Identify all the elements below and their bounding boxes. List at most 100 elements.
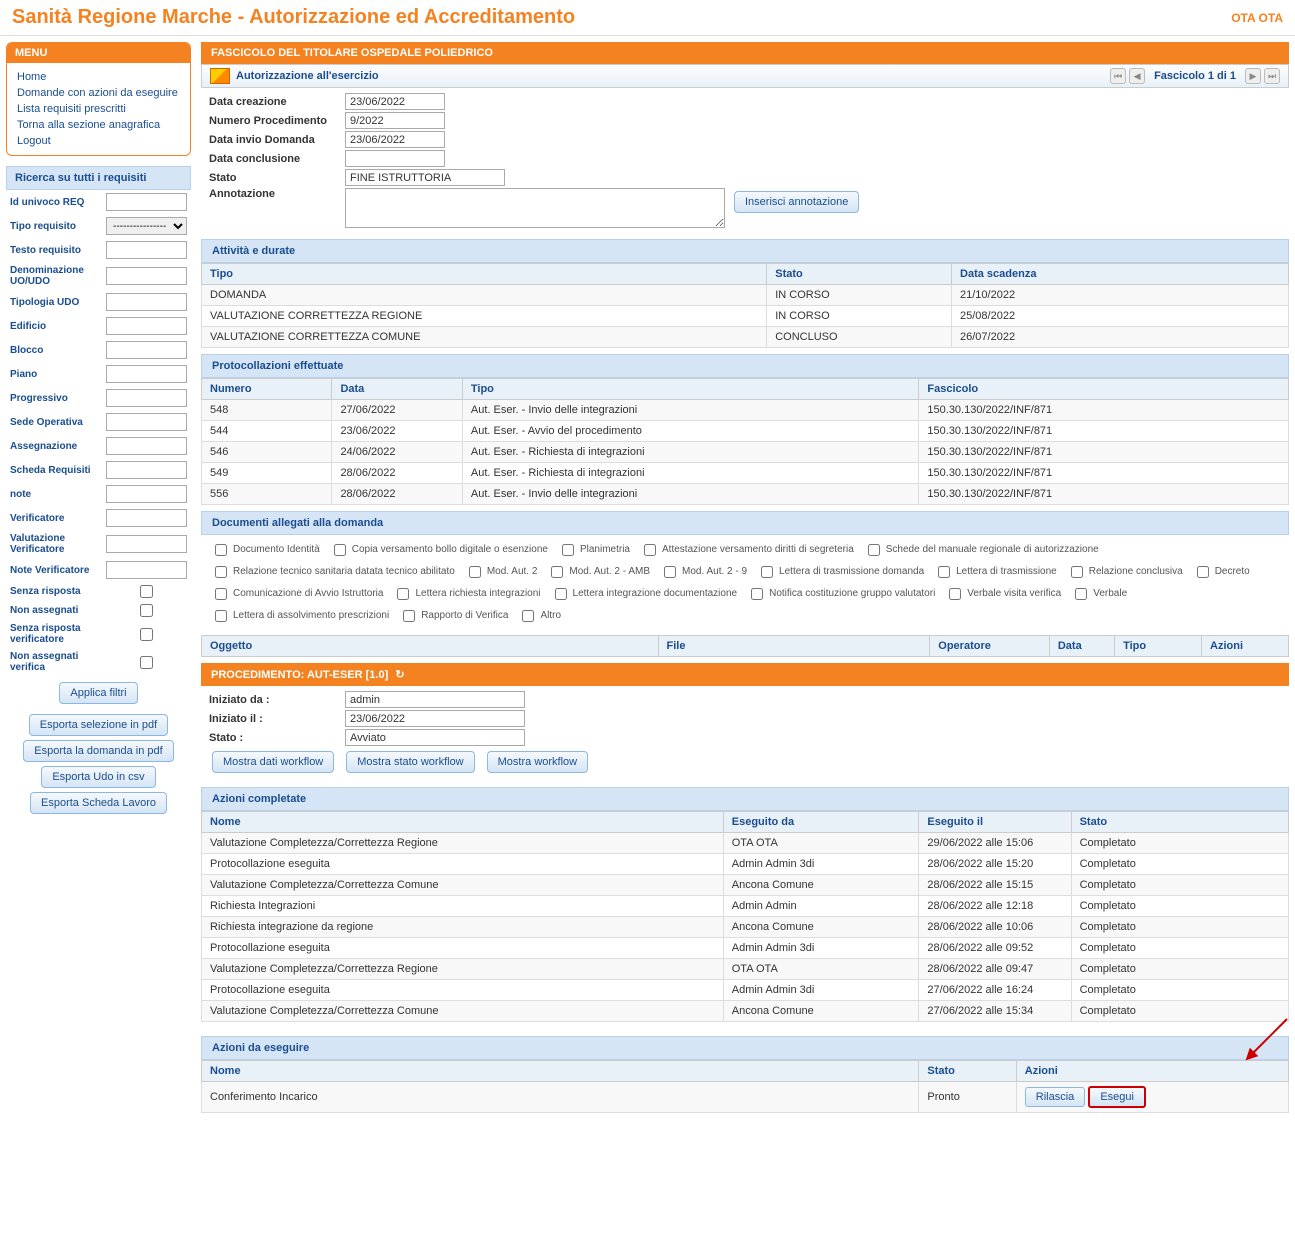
doc-checkbox[interactable] (1197, 566, 1209, 578)
table-row: Protocollazione eseguitaAdmin Admin 3di2… (202, 980, 1289, 1001)
filter-input[interactable] (106, 267, 187, 285)
table-cell: 556 (202, 484, 332, 505)
filter-input[interactable] (106, 561, 187, 579)
menu-item[interactable]: Logout (17, 133, 180, 149)
data-creazione-label: Data creazione (209, 96, 339, 108)
filter-check-label: Senza risposta (10, 586, 102, 597)
table-cell: 23/06/2022 (332, 421, 462, 442)
rilascia-button[interactable]: Rilascia (1025, 1087, 1086, 1107)
proc-stato-value: Avviato (345, 729, 525, 746)
doc-checkbox[interactable] (761, 566, 773, 578)
filter-checkbox[interactable] (140, 628, 153, 641)
table-cell: Aut. Eser. - Richiesta di integrazioni (462, 442, 919, 463)
filter-label: note (10, 489, 102, 500)
export-button[interactable]: Esporta Udo in csv (41, 766, 155, 788)
workflow-button[interactable]: Mostra stato workflow (346, 751, 474, 773)
filter-checkbox[interactable] (140, 656, 153, 669)
doc-checkbox[interactable] (1071, 566, 1083, 578)
doc-checkbox[interactable] (555, 588, 567, 600)
doc-checkbox[interactable] (868, 544, 880, 556)
esegui-button[interactable]: Esegui (1088, 1086, 1146, 1108)
table-header: Data scadenza (952, 264, 1289, 285)
table-cell: 26/07/2022 (952, 327, 1289, 348)
table-row: Valutazione Completezza/Correttezza Regi… (202, 833, 1289, 854)
doc-checkbox[interactable] (1075, 588, 1087, 600)
doc-checkbox[interactable] (751, 588, 763, 600)
annotazione-textarea[interactable] (345, 188, 725, 228)
filter-input[interactable] (106, 317, 187, 335)
doc-checkbox[interactable] (949, 588, 961, 600)
table-cell: 21/10/2022 (952, 285, 1289, 306)
doc-checkbox[interactable] (522, 610, 534, 622)
table-cell: 28/06/2022 (332, 484, 462, 505)
export-button[interactable]: Esporta la domanda in pdf (23, 740, 173, 762)
table-cell: Ancona Comune (723, 875, 919, 896)
filter-input[interactable] (106, 389, 187, 407)
pager-next-icon[interactable]: ▶ (1245, 68, 1261, 84)
filter-check-label: Non assegnati (10, 605, 102, 616)
menu-item[interactable]: Domande con azioni da eseguire (17, 85, 180, 101)
menu-item[interactable]: Home (17, 69, 180, 85)
doc-checkbox[interactable] (562, 544, 574, 556)
table-cell: VALUTAZIONE CORRETTEZZA REGIONE (202, 306, 767, 327)
pager-last-icon[interactable]: ⏭ (1264, 68, 1280, 84)
apply-filters-button[interactable]: Applica filtri (59, 682, 137, 704)
pager-first-icon[interactable]: ⏮ (1110, 68, 1126, 84)
doc-checkbox[interactable] (215, 588, 227, 600)
filter-checkbox[interactable] (140, 604, 153, 617)
completate-scroll[interactable]: NomeEseguito daEseguito ilStato Valutazi… (201, 811, 1289, 1022)
row-nome: Conferimento Incarico (202, 1082, 919, 1113)
inserisci-annotazione-button[interactable]: Inserisci annotazione (734, 191, 859, 213)
filter-input[interactable] (106, 365, 187, 383)
doc-checkbox[interactable] (403, 610, 415, 622)
filter-checkbox[interactable] (140, 585, 153, 598)
doc-check-label: Rapporto di Verifica (399, 607, 508, 625)
table-cell: OTA OTA (723, 959, 919, 980)
refresh-icon[interactable]: ↻ (395, 669, 404, 681)
filter-input[interactable] (106, 437, 187, 455)
table-cell: Completato (1071, 833, 1288, 854)
table-cell: 548 (202, 400, 332, 421)
filter-input[interactable] (106, 413, 187, 431)
filter-input[interactable] (106, 293, 187, 311)
doc-checkbox[interactable] (334, 544, 346, 556)
table-cell: Completato (1071, 980, 1288, 1001)
table-header: Stato (767, 264, 952, 285)
doc-checkbox[interactable] (397, 588, 409, 600)
doc-checkbox[interactable] (215, 610, 227, 622)
doc-check-label: Notifica costituzione gruppo valutatori (747, 585, 935, 603)
doc-checkbox[interactable] (215, 544, 227, 556)
filter-input[interactable] (106, 535, 187, 553)
filter-input[interactable] (106, 193, 187, 211)
app-title: Sanità Regione Marche - Autorizzazione e… (12, 6, 575, 29)
tipo-requisito-select[interactable]: ---------------- (106, 217, 187, 235)
filter-input[interactable] (106, 241, 187, 259)
menu-item[interactable]: Lista requisiti prescritti (17, 101, 180, 117)
filter-input[interactable] (106, 509, 187, 527)
table-row: Valutazione Completezza/Correttezza Comu… (202, 875, 1289, 896)
workflow-button[interactable]: Mostra workflow (487, 751, 588, 773)
doc-checkbox[interactable] (469, 566, 481, 578)
table-row: 54928/06/2022Aut. Eser. - Richiesta di i… (202, 463, 1289, 484)
filter-input[interactable] (106, 341, 187, 359)
doc-checkbox[interactable] (644, 544, 656, 556)
export-button[interactable]: Esporta selezione in pdf (29, 714, 168, 736)
table-cell: OTA OTA (723, 833, 919, 854)
pager-prev-icon[interactable]: ◀ (1129, 68, 1145, 84)
protocollazioni-table: NumeroDataTipoFascicolo 54827/06/2022Aut… (201, 378, 1289, 505)
doc-checkbox[interactable] (938, 566, 950, 578)
workflow-button[interactable]: Mostra dati workflow (212, 751, 334, 773)
filter-input[interactable] (106, 485, 187, 503)
col-nome: Nome (202, 1061, 919, 1082)
doc-checkbox[interactable] (215, 566, 227, 578)
doc-checkbox[interactable] (664, 566, 676, 578)
data-invio-label: Data invio Domanda (209, 134, 339, 146)
filter-label: Tipologia UDO (10, 297, 102, 308)
doc-checkbox[interactable] (551, 566, 563, 578)
table-row: Richiesta IntegrazioniAdmin Admin28/06/2… (202, 896, 1289, 917)
filter-input[interactable] (106, 461, 187, 479)
table-header: Tipo (1115, 636, 1202, 657)
export-button[interactable]: Esporta Scheda Lavoro (30, 792, 167, 814)
col-stato: Stato (919, 1061, 1016, 1082)
menu-item[interactable]: Torna alla sezione anagrafica (17, 117, 180, 133)
